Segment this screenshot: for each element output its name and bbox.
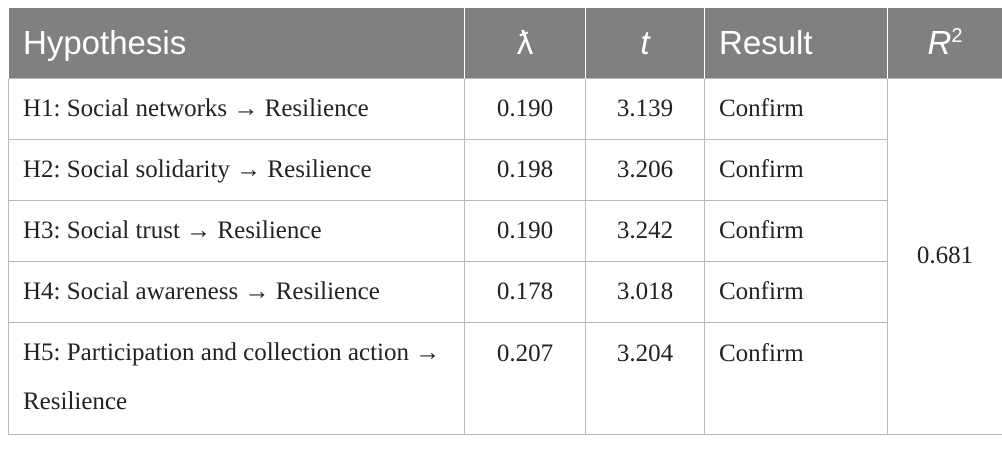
header-r2-sup: 2 [951,24,963,47]
lambda-cell: 0.190 [464,77,586,140]
header-lambda: ƛ [464,8,586,78]
table-row: H5: Participation and collection action … [8,321,1002,435]
hypothesis-cell: H5: Participation and collection action … [8,321,465,435]
lambda-cell: 0.178 [464,260,586,323]
result-cell: Confirm [704,77,888,140]
result-cell: Confirm [704,138,888,201]
header-r2-base: R [927,23,952,61]
header-t: t [585,8,705,78]
hypothesis-cell: H4: Social awareness → Resilience [8,260,465,323]
lambda-cell: 0.207 [464,321,586,435]
header-hypothesis: Hypothesis [8,8,465,78]
lambda-cell: 0.190 [464,199,586,262]
hypothesis-results-table: Hypothesis ƛ t Result R2 H1: Social netw… [8,8,1002,435]
r2-cell: 0.681 [887,77,1002,435]
table-row: H2: Social solidarity → Resilience 0.198… [8,138,1002,201]
t-cell: 3.242 [585,199,705,262]
result-cell: Confirm [704,260,888,323]
table-row: H1: Social networks → Resilience 0.190 3… [8,77,1002,435]
t-cell: 3.206 [585,138,705,201]
lambda-cell: 0.198 [464,138,586,201]
result-cell: Confirm [704,321,888,435]
t-cell: 3.204 [585,321,705,435]
result-cell: Confirm [704,199,888,262]
t-cell: 3.018 [585,260,705,323]
table-header-row: Hypothesis ƛ t Result R2 [8,8,1002,78]
hypothesis-cell: H2: Social solidarity → Resilience [8,138,465,201]
t-cell: 3.139 [585,77,705,140]
header-result: Result [704,8,888,78]
table-row: H3: Social trust → Resilience 0.190 3.24… [8,199,1002,262]
table-row: H4: Social awareness → Resilience 0.178 … [8,260,1002,323]
hypothesis-cell: H3: Social trust → Resilience [8,199,465,262]
hypothesis-cell: H1: Social networks → Resilience [8,77,465,140]
header-r2: R2 [887,8,1002,78]
